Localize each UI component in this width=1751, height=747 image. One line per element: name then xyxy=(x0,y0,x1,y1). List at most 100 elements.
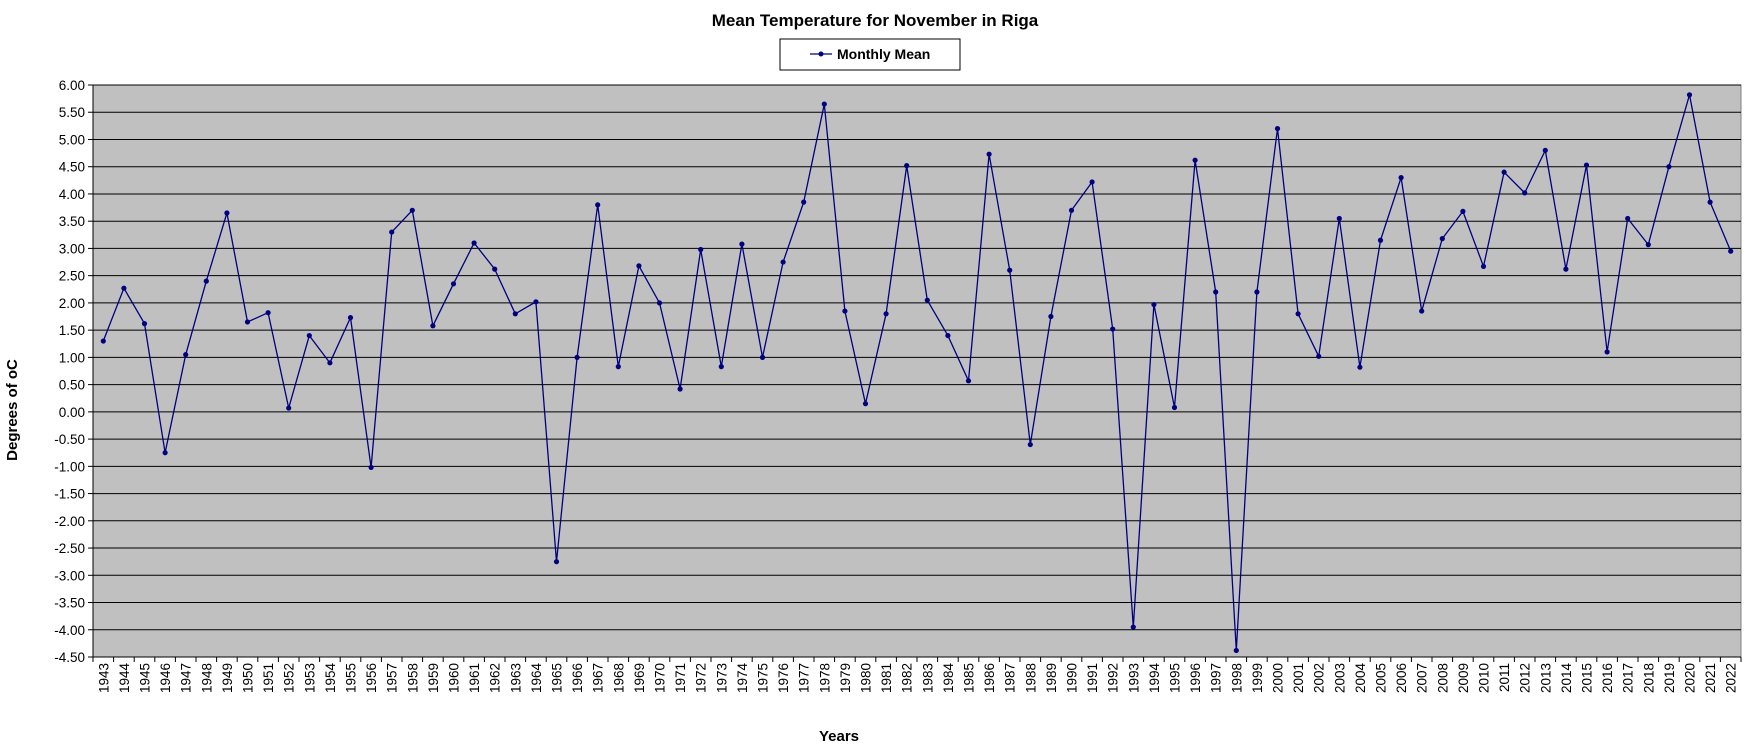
series-monthly-mean xyxy=(100,92,1734,654)
x-axis-ticks: 1943 1944 1945 1946 1947 1948 1949 1950 1951 1952… xyxy=(92,657,1742,694)
data-point xyxy=(553,559,560,565)
y-tick-label: -0.50 xyxy=(54,432,85,447)
y-tick-label: -1.50 xyxy=(54,487,85,502)
data-point xyxy=(100,338,106,344)
data-point xyxy=(450,281,457,287)
x-tick-label: 2017 xyxy=(1621,663,1636,693)
x-tick-label: 2018 xyxy=(1641,663,1656,693)
data-point xyxy=(986,151,992,157)
x-tick-label: 1948 xyxy=(199,663,214,693)
x-tick-label: 1959 xyxy=(426,663,441,693)
data-point xyxy=(1604,349,1610,355)
x-tick-label: 1970 xyxy=(653,663,668,693)
legend-marker xyxy=(818,51,824,57)
data-point xyxy=(1192,157,1198,163)
x-tick-label: 2005 xyxy=(1374,663,1389,693)
legend: Monthly Mean xyxy=(779,38,961,71)
y-tick-label: 1.50 xyxy=(59,323,85,338)
data-point xyxy=(306,332,312,339)
data-point xyxy=(1501,169,1507,175)
data-point xyxy=(739,241,745,247)
data-point xyxy=(183,352,189,358)
x-tick-label: 1988 xyxy=(1023,663,1038,693)
y-tick-label: 0.50 xyxy=(59,378,85,393)
y-tick-label: -2.00 xyxy=(54,514,85,529)
x-tick-label: 1963 xyxy=(508,663,523,693)
x-tick-label: 1991 xyxy=(1085,663,1100,693)
x-tick-label: 1956 xyxy=(364,663,379,693)
x-tick-label: 2021 xyxy=(1703,663,1718,693)
x-tick-label: 1946 xyxy=(158,663,173,693)
x-tick-label: 2003 xyxy=(1332,663,1347,693)
y-axis-ticks: -4.50 -4.00 -3.50 -3.00 -2.50 -2.00 -1.50 -1.00… xyxy=(54,78,93,665)
y-tick-label: 1.00 xyxy=(59,350,85,365)
x-tick-label: 1998 xyxy=(1229,663,1244,693)
x-tick-label: 1994 xyxy=(1147,663,1162,694)
x-tick-label: 1997 xyxy=(1209,663,1224,693)
data-point xyxy=(389,229,395,235)
y-tick-label: 0.00 xyxy=(59,405,85,420)
data-point xyxy=(1398,175,1404,181)
x-tick-label: 1992 xyxy=(1106,663,1121,693)
x-tick-label: 1999 xyxy=(1250,663,1265,693)
x-tick-label: 1968 xyxy=(611,663,626,693)
data-point xyxy=(1089,179,1095,185)
data-point xyxy=(203,278,209,284)
data-point xyxy=(1274,125,1281,132)
x-tick-label: 2001 xyxy=(1291,663,1306,693)
data-point xyxy=(904,163,910,169)
data-point xyxy=(924,297,930,303)
data-point xyxy=(862,401,869,407)
x-tick-label: 2010 xyxy=(1477,663,1492,693)
x-tick-label: 1996 xyxy=(1188,663,1203,693)
x-tick-label: 2002 xyxy=(1312,663,1327,693)
data-point xyxy=(615,364,621,370)
data-point xyxy=(1460,208,1466,214)
x-tick-label: 1984 xyxy=(941,663,956,694)
x-tick-label: 1986 xyxy=(982,663,997,693)
x-tick-label: 1978 xyxy=(817,663,832,693)
data-point xyxy=(162,450,168,456)
x-tick-label: 1983 xyxy=(920,663,935,693)
x-tick-label: 1971 xyxy=(673,663,688,693)
x-tick-label: 1947 xyxy=(179,663,194,693)
data-point xyxy=(1377,237,1384,243)
x-tick-label: 1964 xyxy=(529,663,544,694)
x-tick-label: 1961 xyxy=(467,663,482,693)
data-point xyxy=(1048,313,1054,320)
data-point xyxy=(1295,311,1301,317)
data-point xyxy=(821,101,827,107)
data-point xyxy=(512,311,518,317)
data-point xyxy=(698,246,704,253)
data-point xyxy=(1542,147,1548,153)
data-point xyxy=(801,199,807,205)
data-point xyxy=(1357,364,1363,370)
x-tick-label: 2004 xyxy=(1353,663,1368,694)
x-tick-label: 1950 xyxy=(241,663,256,693)
x-tick-label: 1952 xyxy=(282,663,297,693)
x-tick-label: 1951 xyxy=(261,663,276,693)
x-axis-title: Years xyxy=(819,728,859,745)
series-line xyxy=(102,94,1732,652)
x-tick-label: 2020 xyxy=(1683,663,1698,693)
y-tick-label: 4.00 xyxy=(59,187,85,202)
data-point xyxy=(533,299,539,305)
data-point xyxy=(1130,624,1136,630)
x-tick-label: 2019 xyxy=(1662,663,1677,693)
x-tick-label: 2000 xyxy=(1271,663,1286,693)
x-tick-label: 1972 xyxy=(694,663,709,693)
x-tick-label: 1976 xyxy=(776,663,791,693)
data-point xyxy=(1068,207,1075,213)
data-point xyxy=(718,364,724,370)
data-point xyxy=(244,319,251,325)
y-axis-title: Degrees of oC xyxy=(4,359,21,461)
x-tick-label: 1969 xyxy=(632,663,647,693)
x-tick-label: 2009 xyxy=(1456,663,1471,693)
data-point xyxy=(574,354,580,360)
y-tick-label: 3.50 xyxy=(59,214,85,229)
x-tick-label: 2007 xyxy=(1415,663,1430,693)
x-tick-label: 2014 xyxy=(1559,663,1574,694)
x-tick-label: 2022 xyxy=(1724,663,1739,693)
data-point xyxy=(656,300,663,306)
x-tick-label: 1979 xyxy=(838,663,853,693)
